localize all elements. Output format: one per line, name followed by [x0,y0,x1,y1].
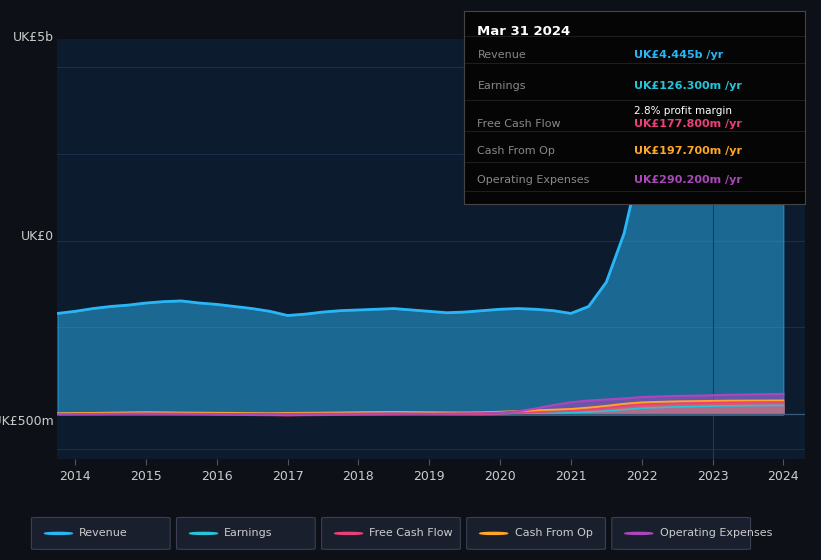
Text: Revenue: Revenue [80,529,128,538]
Text: Mar 31 2024: Mar 31 2024 [478,25,571,38]
Text: Free Cash Flow: Free Cash Flow [369,529,453,538]
FancyBboxPatch shape [31,517,170,549]
Text: UK£197.700m /yr: UK£197.700m /yr [635,147,742,156]
FancyBboxPatch shape [177,517,315,549]
Text: UK£0: UK£0 [21,230,53,243]
Text: Earnings: Earnings [478,81,526,91]
Circle shape [335,533,363,534]
Circle shape [190,533,218,534]
Circle shape [625,533,653,534]
Text: Earnings: Earnings [224,529,273,538]
Circle shape [44,533,72,534]
Text: 2.8% profit margin: 2.8% profit margin [635,106,732,116]
FancyBboxPatch shape [322,517,461,549]
Circle shape [479,533,507,534]
Text: -UK£500m: -UK£500m [0,415,53,428]
Text: Operating Expenses: Operating Expenses [478,175,589,185]
Text: UK£126.300m /yr: UK£126.300m /yr [635,81,742,91]
Text: Cash From Op: Cash From Op [515,529,593,538]
Text: UK£5b: UK£5b [13,31,53,44]
Text: Operating Expenses: Operating Expenses [659,529,772,538]
Text: Cash From Op: Cash From Op [478,147,555,156]
Text: UK£177.800m /yr: UK£177.800m /yr [635,119,742,129]
Text: Free Cash Flow: Free Cash Flow [478,119,561,129]
Text: Revenue: Revenue [478,50,526,60]
FancyBboxPatch shape [466,517,605,549]
Text: UK£290.200m /yr: UK£290.200m /yr [635,175,742,185]
Text: UK£4.445b /yr: UK£4.445b /yr [635,50,723,60]
FancyBboxPatch shape [612,517,750,549]
